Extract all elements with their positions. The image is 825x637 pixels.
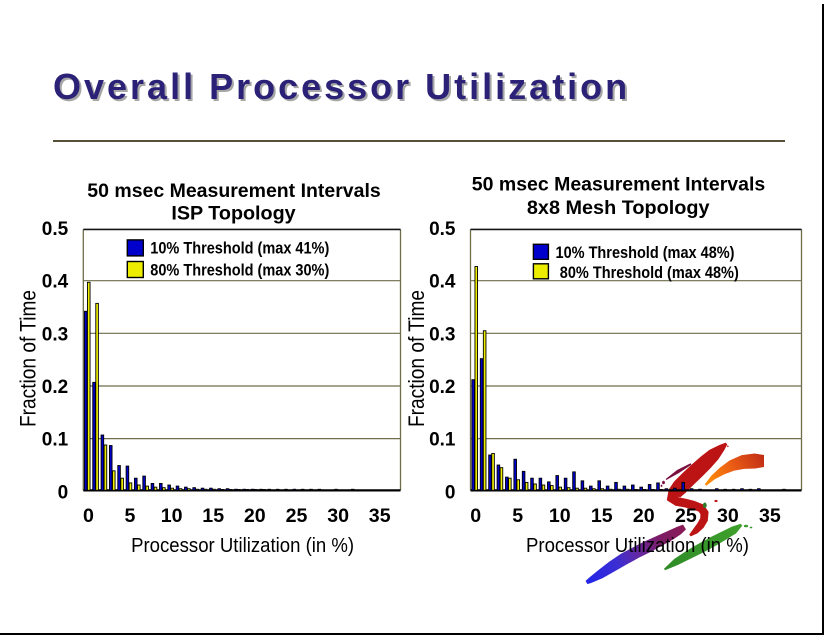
svg-text:Fraction of Time: Fraction of Time	[404, 290, 429, 427]
svg-text:25: 25	[286, 505, 308, 527]
svg-text:80% Threshold (max 48%): 80% Threshold (max 48%)	[560, 264, 739, 282]
svg-text:0.2: 0.2	[42, 377, 68, 398]
svg-text:0: 0	[470, 505, 481, 527]
svg-text:50 msec Measurement Intervals: 50 msec Measurement Intervals	[472, 174, 765, 195]
svg-text:0.3: 0.3	[429, 324, 455, 345]
svg-text:8x8 Mesh Topology: 8x8 Mesh Topology	[527, 198, 710, 219]
svg-text:0: 0	[445, 482, 456, 503]
svg-text:20: 20	[633, 505, 655, 527]
svg-text:25: 25	[675, 505, 697, 527]
svg-text:0.5: 0.5	[429, 219, 456, 240]
svg-text:15: 15	[202, 505, 224, 527]
svg-text:Fraction of Time: Fraction of Time	[16, 290, 41, 427]
svg-text:15: 15	[591, 505, 613, 527]
svg-text:5: 5	[125, 505, 136, 527]
svg-text:ISP Topology: ISP Topology	[171, 204, 296, 225]
svg-text:20: 20	[244, 505, 266, 527]
svg-text:10% Threshold (max 48%): 10% Threshold (max 48%)	[556, 244, 735, 262]
svg-text:35: 35	[759, 505, 781, 527]
svg-text:30: 30	[717, 505, 739, 527]
svg-text:Processor Utilization (in %): Processor Utilization (in %)	[131, 535, 354, 557]
svg-text:35: 35	[369, 505, 391, 527]
svg-text:30: 30	[327, 505, 349, 527]
svg-text:0.1: 0.1	[429, 430, 456, 451]
svg-text:10% Threshold (max 41%): 10% Threshold (max 41%)	[150, 240, 329, 258]
svg-text:0.3: 0.3	[42, 324, 68, 345]
svg-text:10: 10	[161, 505, 183, 527]
svg-text:50 msec Measurement Intervals: 50 msec Measurement Intervals	[87, 181, 380, 202]
svg-text:0.4: 0.4	[429, 272, 456, 293]
svg-text:5: 5	[512, 505, 523, 527]
svg-text:0: 0	[58, 482, 69, 503]
svg-text:0: 0	[83, 505, 94, 527]
svg-text:10: 10	[549, 505, 571, 527]
svg-text:80% Threshold (max 30%): 80% Threshold (max 30%)	[150, 261, 329, 279]
svg-text:0.5: 0.5	[42, 219, 69, 240]
svg-text:0.2: 0.2	[429, 377, 455, 398]
svg-text:0.1: 0.1	[42, 430, 69, 451]
svg-text:0.4: 0.4	[42, 272, 69, 293]
svg-text:Processor Utilization (in %): Processor Utilization (in %)	[526, 535, 749, 557]
